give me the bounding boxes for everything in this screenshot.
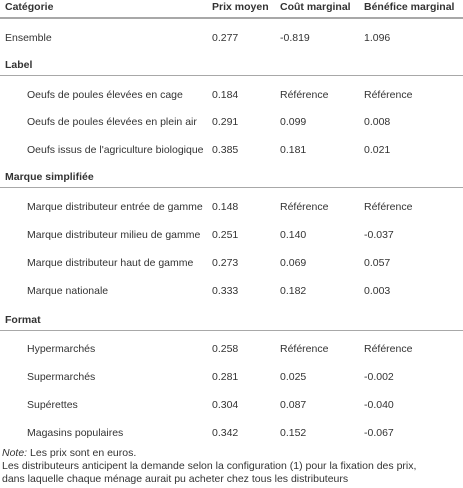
cell-categorie: Marque nationale bbox=[27, 285, 109, 297]
cell-benefice: 0.008 bbox=[364, 116, 391, 128]
cell-categorie: Supermarchés bbox=[27, 371, 96, 383]
cell-prix: 0.304 bbox=[212, 399, 239, 411]
cell-cout: 0.099 bbox=[280, 116, 307, 128]
cell-categorie: Oeufs de poules élevées en plein air bbox=[27, 116, 197, 128]
cell-benefice: -0.002 bbox=[364, 371, 394, 383]
cell-categorie: Marque distributeur haut de gamme bbox=[27, 257, 194, 269]
header-prix-moyen: Prix moyen bbox=[212, 1, 269, 13]
cell-benefice: 0.057 bbox=[364, 257, 391, 269]
cell-cout: -0.819 bbox=[280, 32, 310, 44]
cell-categorie: Ensemble bbox=[5, 32, 52, 44]
table-row: Marque distributeur milieu de gamme 0.25… bbox=[0, 229, 463, 245]
section-header: Format bbox=[0, 312, 463, 331]
note-line-3: dans laquelle chaque ménage aurait pu ac… bbox=[2, 473, 349, 485]
cell-prix: 0.251 bbox=[212, 229, 239, 241]
cell-prix: 0.342 bbox=[212, 427, 239, 439]
cell-prix: 0.333 bbox=[212, 285, 239, 297]
note-line-1: Note: Les prix sont en euros. bbox=[2, 447, 462, 460]
cell-prix: 0.184 bbox=[212, 89, 239, 101]
table-row: Oeufs de poules élevées en plein air 0.2… bbox=[0, 116, 463, 132]
cell-benefice: 0.003 bbox=[364, 285, 391, 297]
table-note: Note: Les prix sont en euros. Les distri… bbox=[2, 447, 462, 486]
table-row: Marque distributeur entrée de gamme 0.14… bbox=[0, 201, 463, 217]
table-row: Hypermarchés 0.258 Référence Référence bbox=[0, 343, 463, 359]
cell-benefice: Référence bbox=[364, 343, 413, 355]
table-row: Ensemble 0.277 -0.819 1.096 bbox=[0, 32, 463, 48]
cell-categorie: Marque distributeur entrée de gamme bbox=[27, 201, 203, 213]
cell-cout: 0.069 bbox=[280, 257, 307, 269]
cell-cout: 0.182 bbox=[280, 285, 307, 297]
cell-benefice: -0.037 bbox=[364, 229, 394, 241]
section-title: Label bbox=[5, 59, 33, 71]
table-row: Oeufs de poules élevées en cage 0.184 Ré… bbox=[0, 89, 463, 105]
cell-prix: 0.385 bbox=[212, 144, 239, 156]
cell-cout: Référence bbox=[280, 89, 329, 101]
cell-benefice: -0.067 bbox=[364, 427, 394, 439]
section-header: Marque simplifiée bbox=[0, 169, 463, 188]
cell-prix: 0.148 bbox=[212, 201, 239, 213]
cell-cout: Référence bbox=[280, 343, 329, 355]
cell-benefice: Référence bbox=[364, 201, 413, 213]
cell-benefice: -0.040 bbox=[364, 399, 394, 411]
cell-prix: 0.258 bbox=[212, 343, 239, 355]
note-label: Note: bbox=[2, 447, 28, 459]
cell-benefice: 0.021 bbox=[364, 144, 391, 156]
cell-categorie: Magasins populaires bbox=[27, 427, 124, 439]
cell-cout: 0.087 bbox=[280, 399, 307, 411]
cell-benefice: Référence bbox=[364, 89, 413, 101]
section-header: Label bbox=[0, 57, 463, 76]
note-text: Les prix sont en euros. bbox=[27, 447, 137, 459]
cell-prix: 0.281 bbox=[212, 371, 239, 383]
cell-cout: 0.152 bbox=[280, 427, 307, 439]
cell-categorie: Marque distributeur milieu de gamme bbox=[27, 229, 201, 241]
cell-prix: 0.273 bbox=[212, 257, 239, 269]
cell-cout: 0.140 bbox=[280, 229, 307, 241]
cell-categorie: Oeufs issus de l'agriculture biologique bbox=[27, 144, 204, 156]
table-row: Oeufs issus de l'agriculture biologique … bbox=[0, 144, 463, 160]
table-row: Marque nationale 0.333 0.182 0.003 bbox=[0, 285, 463, 301]
section-title: Marque simplifiée bbox=[5, 171, 94, 183]
table-row: Supérettes 0.304 0.087 -0.040 bbox=[0, 399, 463, 415]
cell-cout: Référence bbox=[280, 201, 329, 213]
table-header: Catégorie Prix moyen Coût marginal Bénéf… bbox=[0, 0, 463, 19]
cell-categorie: Supérettes bbox=[27, 399, 78, 411]
cell-benefice: 1.096 bbox=[364, 32, 391, 44]
cell-categorie: Oeufs de poules élevées en cage bbox=[27, 89, 183, 101]
cell-prix: 0.291 bbox=[212, 116, 239, 128]
section-title: Format bbox=[5, 314, 41, 326]
cell-prix: 0.277 bbox=[212, 32, 239, 44]
table-row: Supermarchés 0.281 0.025 -0.002 bbox=[0, 371, 463, 387]
cell-cout: 0.181 bbox=[280, 144, 307, 156]
header-benefice-marginal: Bénéfice marginal bbox=[364, 1, 455, 13]
table-row: Magasins populaires 0.342 0.152 -0.067 bbox=[0, 427, 463, 443]
cell-categorie: Hypermarchés bbox=[27, 343, 96, 355]
table-row: Marque distributeur haut de gamme 0.273 … bbox=[0, 257, 463, 273]
cell-cout: 0.025 bbox=[280, 371, 307, 383]
header-categorie: Catégorie bbox=[5, 1, 54, 13]
note-line-2: Les distributeurs anticipent la demande … bbox=[2, 460, 417, 472]
header-cout-marginal: Coût marginal bbox=[280, 1, 351, 13]
